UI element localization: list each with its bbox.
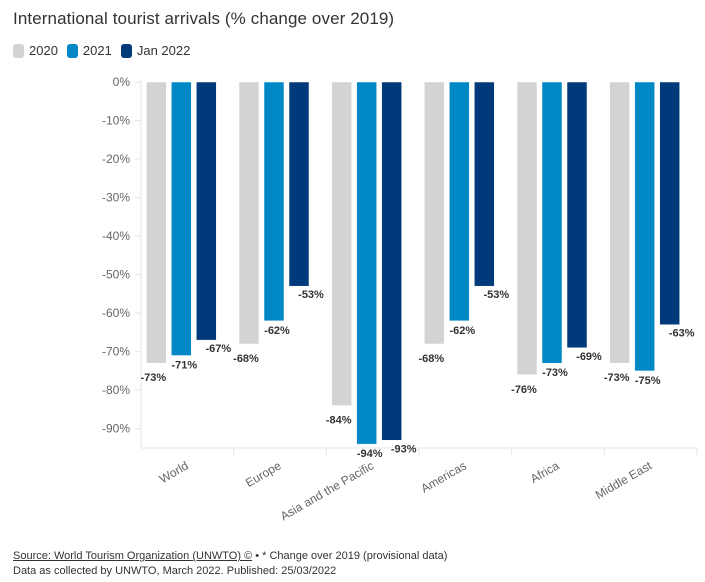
x-tick-label: Europe <box>243 458 284 490</box>
x-tick-label: Middle East <box>593 458 655 502</box>
legend-label-jan-2022: Jan 2022 <box>136 43 191 58</box>
bar-2020-europe[interactable] <box>238 81 260 345</box>
data-label: -73% <box>542 367 568 379</box>
source-link[interactable]: Source: World Tourism Organization (UNWT… <box>13 550 253 562</box>
data-label: -94% <box>357 448 383 460</box>
bar-2021-world[interactable] <box>171 81 192 356</box>
bar-chart: 0% -10% -20% -30% -40% -50% -60% -70% -80% -90% -7… <box>102 75 698 523</box>
data-label: -69% <box>576 351 602 363</box>
data-label: -53% <box>483 289 509 301</box>
bar-2020-asia-and-the-pacific[interactable] <box>331 81 352 406</box>
bar-2021-asia-and-the-pacific[interactable] <box>356 81 377 445</box>
legend-swatch-jan-2022 <box>120 43 132 58</box>
legend-label-2021: 2021 <box>82 43 112 58</box>
x-tick-label: World <box>157 458 191 486</box>
y-tick-label: -80% <box>102 383 130 397</box>
legend-label-2020: 2020 <box>29 43 58 58</box>
bar-2021-americas[interactable] <box>449 81 470 322</box>
y-tick-label: 0% <box>113 75 131 89</box>
data-label: -76% <box>511 384 537 396</box>
data-label: -71% <box>171 360 197 372</box>
bar-2021-middle-east[interactable] <box>634 81 655 372</box>
footer: Source: World Tourism Organization (UNWT… <box>13 549 447 579</box>
bar-2020-world[interactable] <box>146 81 167 364</box>
legend-swatch-2021 <box>66 43 78 58</box>
bar-2020-africa[interactable] <box>516 81 538 376</box>
y-tick-label: -30% <box>102 191 130 205</box>
y-tick-label: -10% <box>102 114 130 128</box>
publication-note: Data as collected by UNWTO, March 2022. … <box>13 565 337 577</box>
bar-2021-europe[interactable] <box>263 81 285 322</box>
legend: 2020 2021 Jan 2022 <box>13 43 199 58</box>
legend-item-2020[interactable]: 2020 <box>13 43 58 58</box>
bar-2021-africa[interactable] <box>541 81 563 364</box>
data-label: -73% <box>604 372 630 384</box>
y-tick-label: -90% <box>102 422 130 436</box>
bar-2020-middle-east[interactable] <box>609 81 630 364</box>
data-label: -73% <box>140 372 166 384</box>
y-tick-label: -50% <box>102 268 130 282</box>
data-label: -84% <box>326 415 352 427</box>
legend-swatch-2020 <box>13 43 24 58</box>
y-tick-label: -70% <box>102 345 130 359</box>
chart-title: International tourist arrivals (% change… <box>13 9 395 28</box>
x-tick-label: Americas <box>419 458 469 495</box>
y-tick-label: -40% <box>102 229 130 243</box>
legend-item-2021[interactable]: 2021 <box>66 43 112 58</box>
bar-2020-americas[interactable] <box>424 81 445 345</box>
bar-jan-2022-europe[interactable] <box>288 81 310 287</box>
data-label: -62% <box>449 325 475 337</box>
x-tick-label: Africa <box>528 458 562 486</box>
bar-jan-2022-asia-and-the-pacific[interactable] <box>381 81 402 441</box>
y-tick-label: -20% <box>102 152 130 166</box>
source-note: • * Change over 2019 (provisional data) <box>252 550 448 562</box>
data-label: -68% <box>418 353 444 365</box>
legend-item-jan-2022[interactable]: Jan 2022 <box>120 43 191 58</box>
bar-jan-2022-africa[interactable] <box>566 81 588 349</box>
data-label: -62% <box>264 325 290 337</box>
bar-jan-2022-middle-east[interactable] <box>659 81 680 325</box>
data-label: -63% <box>669 328 695 340</box>
data-label: -53% <box>298 289 324 301</box>
x-tick-label: Asia and the Pacific <box>278 458 376 523</box>
data-label: -68% <box>233 353 259 365</box>
bar-jan-2022-world[interactable] <box>196 81 217 341</box>
data-label: -67% <box>205 343 231 355</box>
data-label: -93% <box>391 443 417 455</box>
data-label: -75% <box>635 375 661 387</box>
y-tick-label: -60% <box>102 306 130 320</box>
bar-jan-2022-americas[interactable] <box>474 81 495 287</box>
